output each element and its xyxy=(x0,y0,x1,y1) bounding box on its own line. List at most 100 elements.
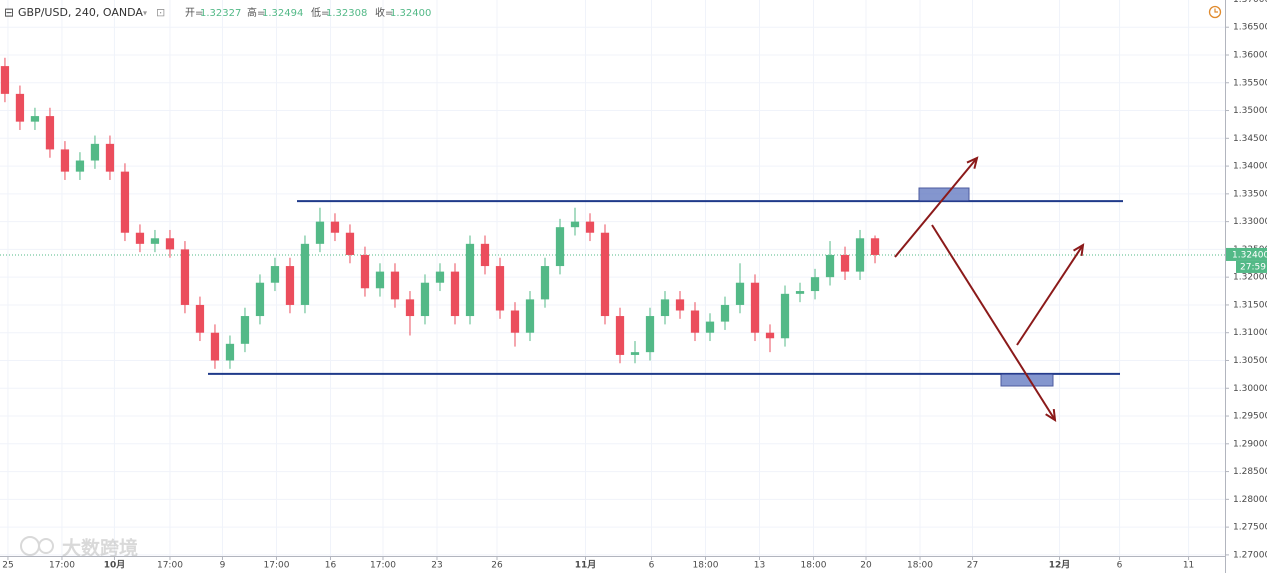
candle-body xyxy=(780,293,790,339)
clock-icon[interactable] xyxy=(1208,5,1222,19)
y-tick-label: 1.29000 xyxy=(1233,439,1267,449)
y-tick-label: 1.29500 xyxy=(1233,412,1267,422)
watermark: 大数跨境 xyxy=(20,536,138,560)
y-tick-label: 1.36000 xyxy=(1233,50,1267,60)
x-tick-label: 9 xyxy=(220,561,226,571)
candle-body xyxy=(255,282,265,317)
y-tick-label: 1.28000 xyxy=(1233,495,1267,505)
candle-body xyxy=(765,332,775,339)
ohlc-value: 1.32327 xyxy=(200,8,241,19)
symbol-title: GBP/USD, 240, OANDA xyxy=(18,6,143,19)
ohlc-value: 1.32494 xyxy=(262,8,303,19)
candle-body xyxy=(585,221,595,233)
candle-body xyxy=(45,116,55,150)
candle-body xyxy=(165,238,175,250)
candle-body xyxy=(855,238,865,272)
x-tick-label: 18:00 xyxy=(693,561,719,571)
candle-body xyxy=(705,321,715,333)
candle-body xyxy=(195,304,205,333)
settings-icon[interactable]: ⊡ xyxy=(156,6,165,19)
grid xyxy=(0,0,1225,556)
x-tick-label: 11 xyxy=(1183,561,1194,571)
plot xyxy=(0,57,1225,422)
candle-body xyxy=(60,149,70,172)
countdown-label: 27:59 xyxy=(1240,262,1266,272)
candle-body xyxy=(840,254,850,272)
annotation-arrow xyxy=(1016,244,1084,346)
arrow-head xyxy=(1045,408,1057,422)
ohlc-value: 1.32308 xyxy=(326,8,367,19)
candle-body xyxy=(240,316,250,344)
x-tick-label: 17:00 xyxy=(264,561,290,571)
y-tick-label: 1.34000 xyxy=(1233,162,1267,172)
candle-body xyxy=(660,299,670,317)
x-tick-label: 18:00 xyxy=(801,561,827,571)
candle-body xyxy=(210,332,220,361)
x-tick-label: 6 xyxy=(1117,561,1123,571)
candle-body xyxy=(690,310,700,333)
candle-body xyxy=(330,221,340,233)
x-tick-label: 20 xyxy=(860,561,872,571)
x-tick-label: 12月 xyxy=(1049,560,1071,571)
ohlc-label: 收= xyxy=(375,6,393,19)
candle-body xyxy=(825,254,835,278)
candle-body xyxy=(795,291,805,294)
candle-body xyxy=(615,316,625,355)
candle-body xyxy=(510,310,520,333)
y-tick-label: 1.27500 xyxy=(1233,523,1267,533)
candle-body xyxy=(0,66,10,94)
candle-body xyxy=(150,238,160,244)
y-tick-label: 1.28500 xyxy=(1233,467,1267,477)
y-tick-label: 1.37000 xyxy=(1233,0,1267,5)
x-tick-label: 16 xyxy=(325,561,337,571)
candle-body xyxy=(570,221,580,228)
y-tick-label: 1.32000 xyxy=(1233,273,1267,283)
y-tick-label: 1.30500 xyxy=(1233,356,1267,366)
candle-body xyxy=(630,352,640,355)
ohlc-label: 开= xyxy=(185,8,203,19)
y-tick-label: 1.35000 xyxy=(1233,106,1267,116)
watermark-logo xyxy=(38,538,54,554)
arrow-head xyxy=(1073,243,1085,257)
candle-body xyxy=(405,299,415,317)
y-tick-label: 1.33000 xyxy=(1233,217,1267,227)
x-tick-label: 23 xyxy=(431,561,442,571)
candle-body xyxy=(390,271,400,300)
candle-body xyxy=(465,243,475,317)
y-tick-label: 1.34500 xyxy=(1233,134,1267,144)
x-tick-label: 17:00 xyxy=(370,561,396,571)
candle-body xyxy=(810,277,820,292)
x-tick-label: 6 xyxy=(649,561,655,571)
countdown-box xyxy=(1236,260,1267,273)
x-tick-label: 17:00 xyxy=(49,561,75,571)
candle-body xyxy=(315,221,325,244)
x-tick-label: 13 xyxy=(754,561,765,571)
candle-body xyxy=(720,304,730,322)
annotation-arrow xyxy=(894,157,978,258)
candle-body xyxy=(30,116,40,122)
x-tick-label: 25 xyxy=(2,561,13,571)
candle-body xyxy=(645,316,655,353)
last-price-box xyxy=(1226,247,1267,261)
candle-body xyxy=(555,227,565,267)
y-tick-label: 1.33500 xyxy=(1233,189,1267,199)
watermark-text: 大数跨境 xyxy=(62,537,138,560)
candle-body xyxy=(90,143,100,161)
x-tick-label: 27 xyxy=(967,561,978,571)
candle-body xyxy=(75,160,85,172)
x-tick-label: 11月 xyxy=(575,560,597,571)
candle-body xyxy=(450,271,460,317)
candle-body xyxy=(735,282,745,305)
arrow-head xyxy=(966,156,979,169)
ohlc-label: 低= xyxy=(311,6,329,19)
y-tick-label: 1.36500 xyxy=(1233,23,1267,33)
legend-toggle-icon[interactable]: ⊟ xyxy=(4,6,14,20)
candle-body xyxy=(285,266,295,305)
dropdown-icon[interactable]: ▾ xyxy=(143,9,147,18)
ohlc-value: 1.32400 xyxy=(390,8,431,19)
x-tick-label: 26 xyxy=(491,561,503,571)
candle-body xyxy=(225,343,235,361)
candle-body xyxy=(480,243,490,267)
